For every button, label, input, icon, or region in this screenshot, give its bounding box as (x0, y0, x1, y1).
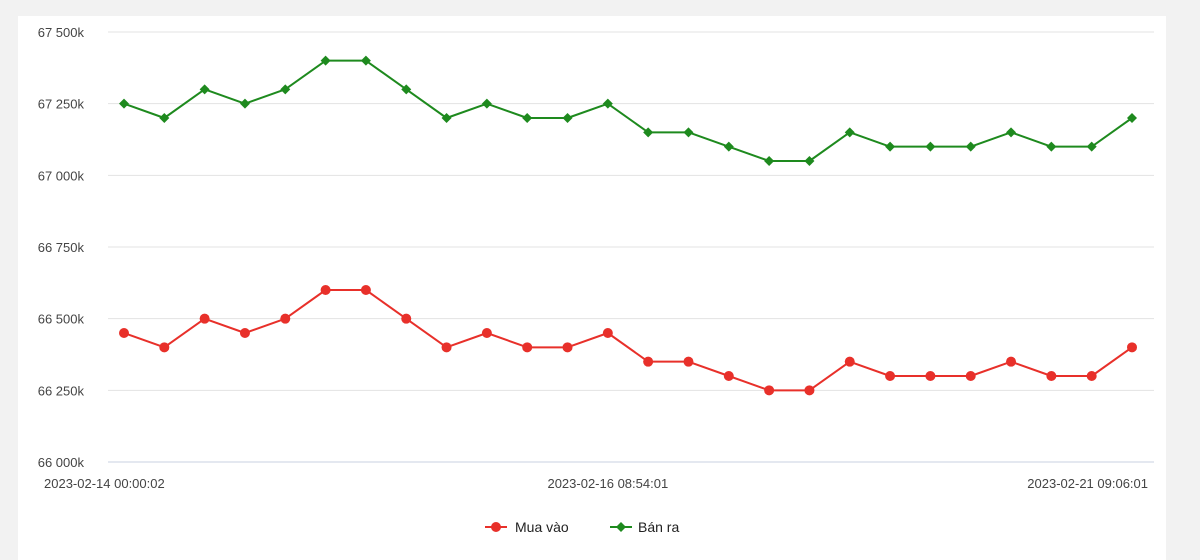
chart-panel: 66 000k 66 250k 66 500k 66 750k 67 000k 67 25… (18, 16, 1166, 560)
data-point[interactable] (602, 98, 613, 109)
data-point[interactable] (360, 55, 371, 66)
y-tick-label: 66 000k (38, 455, 85, 470)
data-point[interactable] (522, 342, 533, 353)
data-point[interactable] (885, 371, 896, 381)
data-point[interactable] (643, 356, 654, 367)
data-point[interactable] (723, 141, 734, 152)
data-point[interactable] (239, 98, 250, 109)
y-tick-label: 66 250k (38, 383, 85, 398)
data-point[interactable] (1006, 127, 1017, 138)
y-tick-label: 67 250k (38, 97, 85, 112)
y-tick-label: 67 000k (38, 168, 85, 183)
data-point[interactable] (441, 342, 452, 353)
data-point[interactable] (885, 141, 896, 152)
data-point[interactable] (844, 356, 855, 367)
data-point[interactable] (683, 127, 694, 138)
data-point[interactable] (562, 342, 573, 353)
data-point[interactable] (562, 113, 573, 123)
data-point[interactable] (683, 356, 694, 367)
y-tick-label: 66 500k (38, 312, 85, 327)
data-point[interactable] (360, 285, 371, 295)
data-point[interactable] (1046, 371, 1057, 381)
data-point[interactable] (965, 141, 976, 152)
data-point[interactable] (925, 141, 936, 152)
data-point[interactable] (119, 328, 129, 338)
y-tick-label: 66 750k (38, 240, 85, 255)
x-tick-label: 2023-02-21 09:06:01 (1027, 476, 1148, 491)
data-point[interactable] (481, 328, 492, 338)
data-point[interactable] (602, 328, 613, 338)
data-point[interactable] (804, 156, 815, 166)
data-point[interactable] (844, 127, 855, 138)
data-point[interactable] (643, 127, 654, 138)
data-point[interactable] (159, 342, 170, 353)
x-tick-label: 2023-02-14 00:00:02 (44, 476, 165, 491)
y-tick-label: 67 500k (38, 25, 85, 40)
data-point[interactable] (925, 371, 936, 381)
data-point[interactable] (159, 113, 170, 123)
x-tick-label: 2023-02-16 08:54:01 (547, 476, 668, 491)
data-point[interactable] (320, 55, 331, 66)
data-point[interactable] (441, 113, 452, 123)
data-point[interactable] (1086, 141, 1097, 152)
data-point[interactable] (401, 313, 412, 324)
data-point[interactable] (1127, 113, 1137, 123)
data-point[interactable] (481, 98, 492, 109)
line-chart: 66 000k 66 250k 66 500k 66 750k 67 000k 67 25… (38, 25, 1154, 535)
data-point[interactable] (280, 84, 291, 95)
data-point[interactable] (1046, 141, 1057, 152)
data-point[interactable] (1127, 342, 1137, 353)
data-point[interactable] (119, 98, 129, 109)
legend-marker[interactable] (491, 522, 501, 532)
data-point[interactable] (320, 285, 331, 295)
data-point[interactable] (199, 313, 210, 324)
data-point[interactable] (764, 156, 775, 166)
data-point[interactable] (723, 371, 734, 381)
series-line-2 (123, 59, 1133, 162)
data-point[interactable] (401, 84, 412, 95)
legend-label[interactable]: Mua vào (515, 519, 569, 535)
data-point[interactable] (764, 385, 775, 396)
legend-marker[interactable] (616, 522, 626, 532)
data-point[interactable] (199, 84, 210, 95)
data-point[interactable] (280, 313, 291, 324)
data-point[interactable] (804, 385, 815, 396)
data-point[interactable] (1006, 356, 1017, 367)
data-point[interactable] (965, 371, 976, 381)
data-point[interactable] (239, 328, 250, 338)
data-point[interactable] (1086, 371, 1097, 381)
series-line-1 (123, 289, 1133, 392)
data-point[interactable] (522, 113, 533, 123)
legend-label[interactable]: Bán ra (638, 519, 679, 535)
